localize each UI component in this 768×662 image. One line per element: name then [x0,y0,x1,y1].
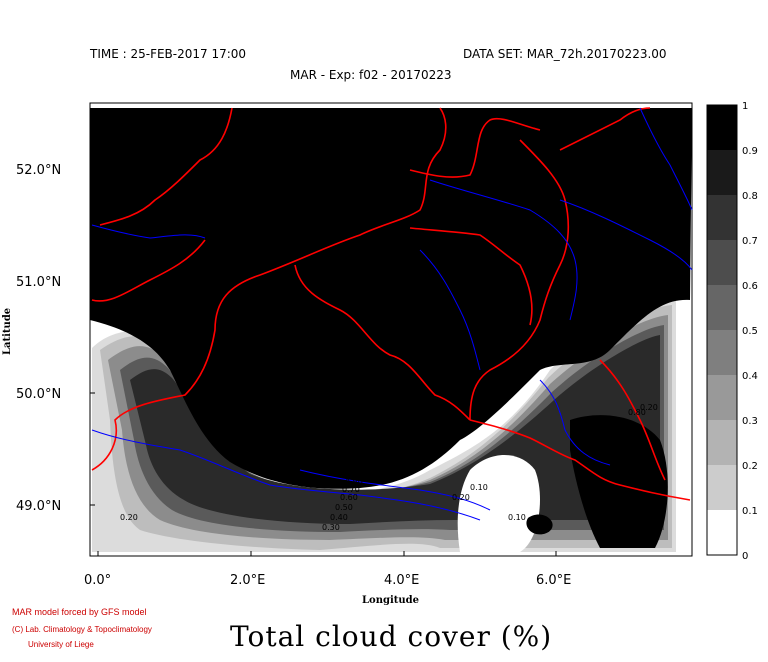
contour-label: 0.70 [342,485,360,494]
contour-label: 0.10 [470,483,488,492]
colorbar-label-0-1: 0.1 [742,506,758,517]
time-label: TIME : 25-FEB-2017 17:00 [90,47,247,61]
contour-label: 0.20 [640,403,658,412]
colorbar-box-08 [707,195,737,240]
colorbar-label-0-8: 0.8 [742,191,758,202]
border-luxembourg [469,419,691,501]
rivers [91,107,693,521]
coastline-netherlands [409,117,541,178]
colorbar-label-0-5: 0.5 [742,326,758,337]
colorbar-box-01 [707,510,737,555]
colorbar-box-09 [707,150,737,195]
river-scheldt [419,249,481,371]
credit-line-1: MAR model forced by GFS model [12,607,147,617]
river-thames [91,224,206,239]
colorbar-label-0-2: 0.2 [742,461,758,472]
border-france-belgium [294,264,471,421]
contour-labels: 0.20 0.30 0.40 0.50 0.60 0.70 0.80 0.20 … [120,403,658,532]
y-tick-label: 51.0°N [16,275,61,290]
colorbar-box-07 [707,240,737,285]
river-main [559,199,693,271]
colorbar-box-06 [707,285,737,330]
colorbar-label-1: 1 [742,101,748,112]
border-germany-west [469,139,570,421]
contour-label: 0.80 [345,478,363,487]
experiment-label: MAR - Exp: f02 - 20170223 [290,68,452,82]
colorbar-box-1 [707,105,737,150]
contour-label: 0.50 [335,503,353,512]
colorbar: 1 0.9 0.8 0.7 0.6 0.5 0.4 0.3 0.2 0.1 0 [706,101,758,562]
colorbar-frame [706,104,738,556]
colorbar-label-0-7: 0.7 [742,236,758,247]
cloud-cover-shading [90,108,692,552]
colorbar-label-0-6: 0.6 [742,281,758,292]
x-tick-label: 0.0° [84,573,111,588]
x-tick-label: 2.0°E [230,573,265,588]
coastline-england [99,107,233,226]
credit-line-3: University of Liege [28,640,94,649]
contour-label: 0.40 [330,513,348,522]
border-rhine [599,359,666,481]
colorbar-label-0: 0 [742,551,748,562]
clear-pocket [457,455,540,552]
y-axis-title: Latitude [2,308,13,355]
dataset-label: DATA SET: MAR_72h.20170223.00 [463,47,667,61]
border-belgium-netherlands [409,227,533,326]
colorbar-box-04 [707,375,737,420]
shade-level-1-0 [90,108,692,489]
river-seine [91,429,481,521]
colorbar-label-0-9: 0.9 [742,146,758,157]
contour-label: 0.80 [628,408,646,417]
coastline-france [91,107,447,471]
x-tick-label: 6.0°E [536,573,571,588]
contour-label: 0.10 [508,513,526,522]
dark-spot [526,514,553,535]
colorbar-box-05 [707,330,737,375]
shade-east-blob [570,415,668,548]
colorbar-box-02 [707,465,737,510]
map-title: Total cloud cover (%) [230,620,553,653]
y-tick-label: 49.0°N [16,499,61,514]
colorbar-label-0-3: 0.3 [742,416,758,427]
contour-label: 0.60 [340,493,358,502]
colorbar-label-0-4: 0.4 [742,371,758,382]
contour-label: 0.20 [120,513,138,522]
x-tick-label: 4.0°E [384,573,419,588]
river-rhine [639,107,693,211]
river-marne [299,469,491,511]
y-tick-label: 52.0°N [16,163,61,178]
y-tick-label: 50.0°N [16,387,61,402]
x-axis-title: Longitude [362,595,419,606]
credit-line-2: (C) Lab. Climatology & Topoclimatology [12,625,152,634]
river-meuse [429,179,578,321]
contour-label: 0.30 [322,523,340,532]
contour-label: 0.20 [452,493,470,502]
axis-ticks [90,168,557,556]
colorbar-box-03 [707,420,737,465]
river-moselle [539,379,611,466]
coastline-england-south [91,239,206,302]
